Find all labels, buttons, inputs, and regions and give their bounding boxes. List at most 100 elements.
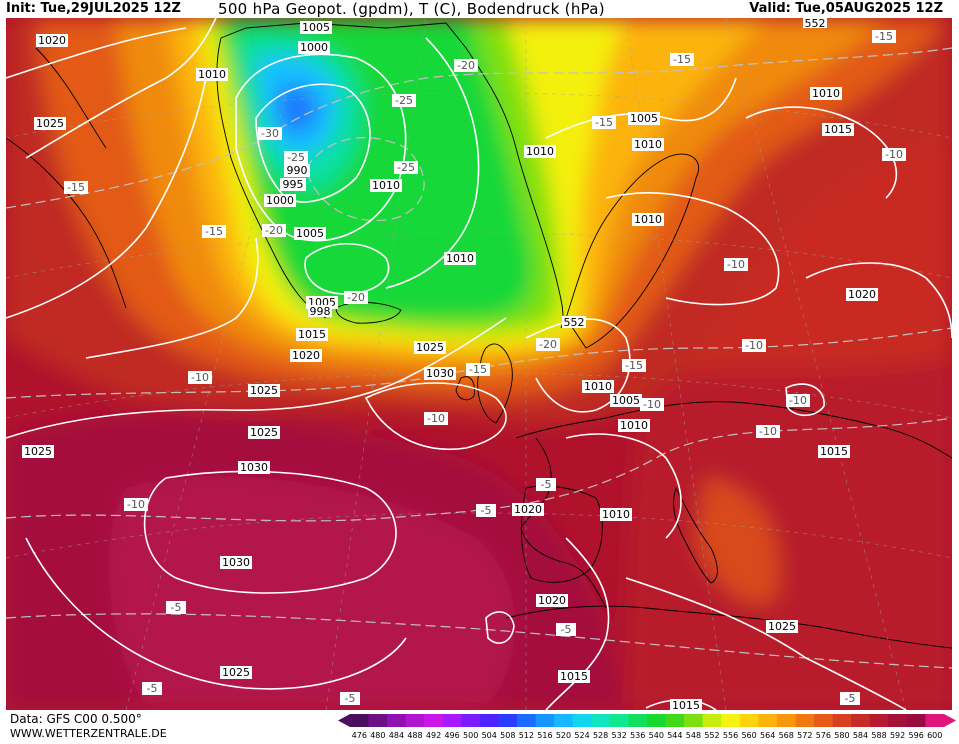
legend-tick-label: 568 [779, 731, 794, 740]
pressure-label-text: 1010 [812, 87, 840, 100]
temp-label-text: -30 [261, 127, 279, 140]
pressure-label-text: 1020 [538, 594, 566, 607]
legend-swatch [591, 714, 611, 727]
pressure-label-1010-green: 1010 [370, 179, 402, 192]
init-time: Init: Tue,29JUL2025 12Z [6, 1, 181, 16]
pressure-label-text: 1000 [300, 41, 328, 54]
pressure-label-text: 1015 [672, 699, 700, 710]
pressure-label-text: 1030 [240, 461, 268, 474]
legend-right-arrow [944, 714, 956, 727]
pressure-label-text: 1025 [768, 620, 796, 633]
temp-label-text: -10 [727, 258, 745, 271]
pressure-label-1010-scand: 1010 [524, 145, 556, 158]
temp-label: -15 [872, 30, 896, 43]
pressure-label-text: 1025 [416, 341, 444, 354]
temp-label: -20 [344, 291, 368, 304]
legend-tick-label: 536 [630, 731, 645, 740]
legend-tick-label: 552 [704, 731, 719, 740]
temp-label: -15 [670, 53, 694, 66]
temp-label: -10 [124, 498, 148, 511]
pressure-label-1025-mid-atl-2: 1025 [248, 426, 280, 439]
temp-label-text: -5 [147, 682, 158, 695]
pressure-label-text: 1015 [820, 445, 848, 458]
temp-label: -5 [840, 692, 860, 705]
legend-tick-label: 512 [519, 731, 534, 740]
pressure-label-1030-n-atl: 1030 [424, 367, 456, 380]
temp-label-text: -5 [345, 692, 356, 705]
pressure-label-text: 990 [287, 164, 308, 177]
legend-tick-label: 564 [760, 731, 775, 740]
legend-tick-label: 572 [797, 731, 812, 740]
pressure-label-1015-ne: 1015 [822, 123, 854, 136]
pressure-label-1015-north-africa: 1015 [558, 670, 590, 683]
legend-tick-label: 532 [612, 731, 627, 740]
legend-swatch [869, 714, 889, 727]
pressure-label-1010-greenland-s: 1010 [444, 252, 476, 265]
legend-swatch [350, 714, 370, 727]
legend-swatch [628, 714, 648, 727]
pressure-label-text: 1025 [24, 445, 52, 458]
temp-label: -25 [394, 161, 418, 174]
temp-label-text: -10 [427, 412, 445, 425]
pressure-label-text: 1010 [372, 179, 400, 192]
pressure-label-1000-mid: 1000 [264, 194, 296, 207]
temp-label: -15 [64, 181, 88, 194]
pressure-label-text: 1025 [222, 666, 250, 679]
pressure-label-1015-iceland: 1015 [296, 328, 328, 341]
pressure-label-text: 1010 [584, 380, 612, 393]
temp-label-text: -15 [205, 225, 223, 238]
pressure-label-1010-se: 1015 [670, 699, 702, 710]
pressure-label-1020-france: 1010 [600, 508, 632, 521]
legend-tick-label: 476 [352, 731, 367, 740]
height-label-text: 552 [564, 316, 585, 329]
legend-tick-label: 576 [816, 731, 831, 740]
legend-swatch [795, 714, 815, 727]
temp-label: -5 [166, 601, 186, 614]
temp-label-text: -20 [539, 338, 557, 351]
legend-tick-label: 528 [593, 731, 608, 740]
temp-label: -10 [424, 412, 448, 425]
temp-label-text: -5 [561, 623, 572, 636]
coastlines [6, 22, 952, 649]
legend-swatch [684, 714, 704, 727]
pressure-label-1025-n-atl: 1025 [414, 341, 446, 354]
legend-tick-label: 480 [370, 731, 385, 740]
temp-label: -10 [756, 425, 780, 438]
legend-swatch [405, 714, 425, 727]
temp-label-text: -5 [171, 601, 182, 614]
legend-tick-label: 592 [890, 731, 905, 740]
data-source: Data: GFS C00 0.500° [10, 712, 142, 726]
geopotential-field [6, 18, 952, 710]
legend-swatch [925, 714, 945, 727]
pressure-label-1005-uk: 1010 [582, 380, 614, 393]
pressure-label-text: 1015 [560, 670, 588, 683]
pressure-label-text: 1020 [38, 34, 66, 47]
legend-tick-label: 544 [667, 731, 682, 740]
temp-label: -15 [202, 225, 226, 238]
legend-swatch [906, 714, 926, 727]
legend-tick-label: 508 [500, 731, 515, 740]
pressure-label-text: 1010 [198, 68, 226, 81]
temp-label-text: -5 [541, 478, 552, 491]
pressure-label-text: 1010 [526, 145, 554, 158]
temp-label-text: -25 [397, 161, 415, 174]
legend-swatch [498, 714, 518, 727]
pressure-label-1015-arctic: 1010 [632, 138, 664, 151]
pressure-label-text: 1020 [848, 288, 876, 301]
temp-label: -20 [536, 338, 560, 351]
legend-tick-label: 488 [407, 731, 422, 740]
pressure-label-1020-nw: 1020 [36, 34, 68, 47]
legend-swatch [721, 714, 741, 727]
pressure-label-1010-russia: 1020 [846, 288, 878, 301]
temp-label: -25 [284, 151, 308, 164]
temp-label-text: -20 [347, 291, 365, 304]
pressure-label-998: 998 [308, 305, 332, 318]
pressure-label-1025-sw: 1025 [220, 666, 252, 679]
legend-tick-label: 556 [723, 731, 738, 740]
temp-label: -5 [536, 478, 556, 491]
temp-label: -10 [724, 258, 748, 271]
legend-swatch [609, 714, 629, 727]
pressure-label-text: 1010 [634, 138, 662, 151]
pressure-label-text: 1010 [446, 252, 474, 265]
temp-label-text: -10 [643, 398, 661, 411]
